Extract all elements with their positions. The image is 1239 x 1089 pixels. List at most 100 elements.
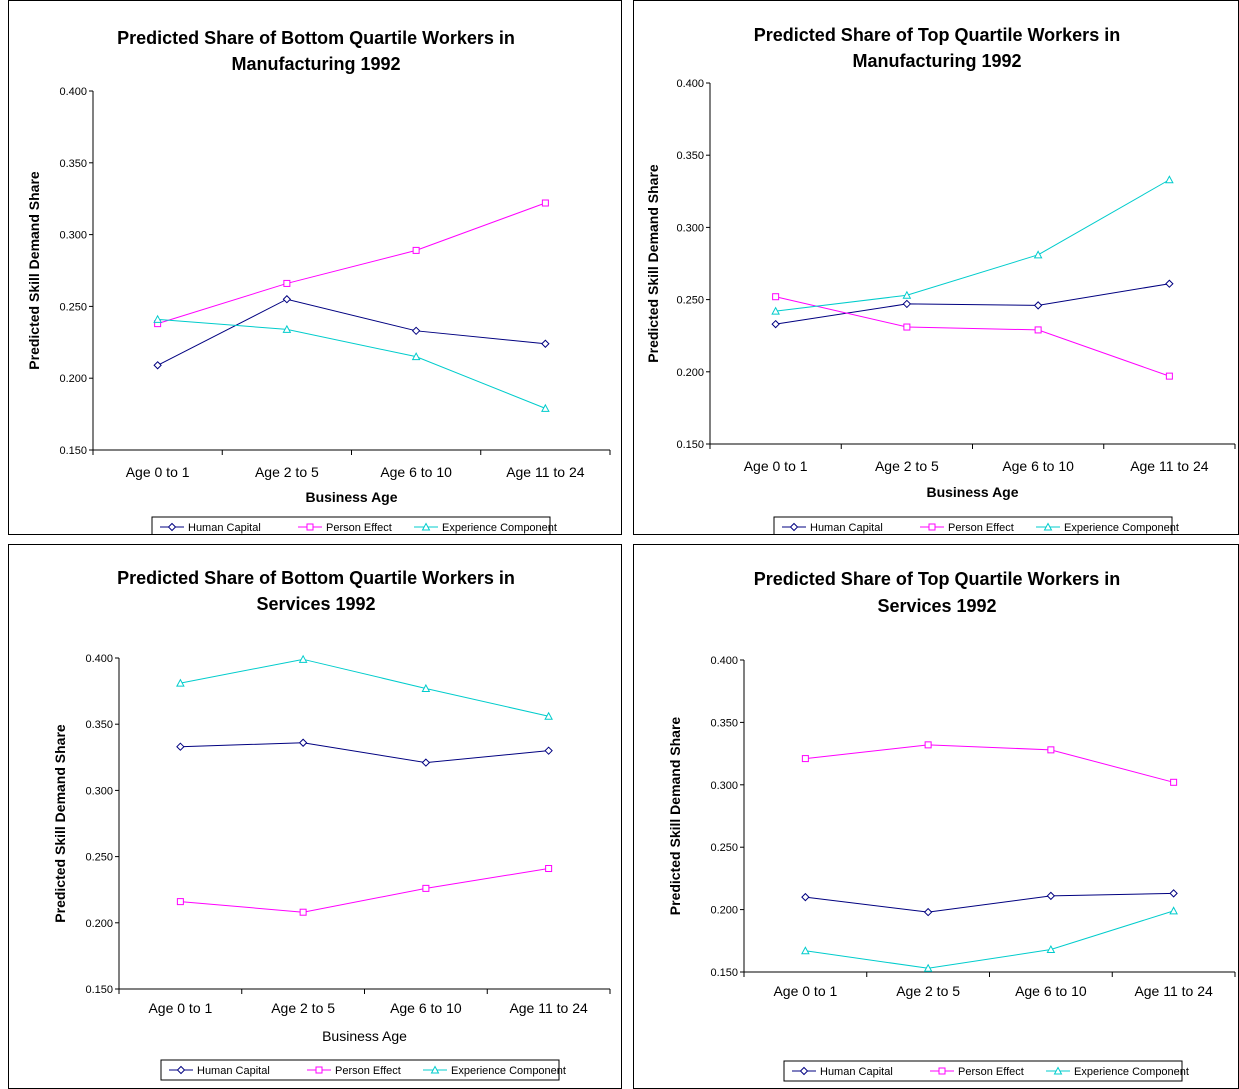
data-point	[282, 324, 292, 333]
y-tick-label: 0.150	[85, 984, 113, 996]
data-point	[923, 907, 933, 917]
data-point	[1169, 889, 1178, 898]
data-point	[545, 865, 553, 873]
y-tick-label: 0.300	[710, 780, 738, 792]
legend-entry: Experience Component	[1074, 1066, 1189, 1078]
x-tick-label: Age 11 to 24	[1130, 458, 1209, 474]
series-line	[180, 868, 549, 913]
x-tick-label: Age 2 to 5	[271, 1000, 335, 1016]
data-point	[1046, 944, 1056, 954]
y-tick-label: 0.250	[676, 295, 704, 307]
y-tick-label: 0.150	[676, 439, 704, 451]
x-tick-label: Age 6 to 10	[380, 464, 452, 480]
legend-marker	[928, 523, 936, 531]
data-point	[299, 908, 307, 916]
series-line	[157, 318, 546, 409]
series-human-capital	[771, 279, 1174, 329]
data-point	[923, 963, 933, 972]
chart-title-line: Predicted Share of Top Quartile Workers …	[754, 25, 1120, 45]
legend-box	[151, 516, 551, 534]
data-point	[541, 403, 550, 412]
series-human-capital	[801, 889, 1178, 917]
series-line	[805, 744, 1174, 783]
series-line	[805, 910, 1174, 969]
legend-entry: Person Effect	[326, 522, 392, 534]
data-point	[544, 711, 553, 720]
data-point	[153, 361, 162, 370]
legend-entry: Person Effect	[958, 1066, 1024, 1078]
data-point	[1033, 301, 1043, 310]
series-line	[775, 179, 1170, 312]
data-point	[541, 339, 550, 348]
series-human-capital	[153, 295, 550, 370]
x-axis-label: Business Age	[322, 1028, 407, 1044]
data-point	[903, 323, 911, 331]
y-tick-label: 0.350	[710, 717, 738, 729]
series-human-capital	[176, 738, 553, 767]
y-tick-label: 0.150	[59, 445, 87, 457]
y-tick-label: 0.250	[85, 852, 113, 864]
legend-entry: Human Capital	[197, 1065, 270, 1077]
legend: Human Capital Person Effect Experience Com…	[151, 516, 557, 534]
data-point	[176, 742, 185, 751]
data-point	[902, 299, 912, 309]
series-experience-component	[801, 906, 1178, 972]
x-tick-label: Age 0 to 1	[126, 464, 190, 480]
data-point	[541, 199, 549, 207]
data-point	[176, 678, 185, 687]
data-point	[1034, 326, 1042, 334]
y-axis-label: Predicted Skill Demand Share	[645, 164, 661, 363]
legend-marker	[421, 522, 431, 531]
legend-box	[160, 1059, 560, 1081]
data-point	[283, 279, 291, 287]
x-tick-label: Age 2 to 5	[896, 983, 960, 999]
x-tick-label: Age 6 to 10	[1002, 458, 1074, 474]
y-tick-label: 0.350	[59, 158, 87, 170]
data-point	[421, 683, 431, 692]
chart-title-line: Predicted Share of Bottom Quartile Worke…	[117, 28, 515, 48]
chart-svg: Predicted Share of Bottom Quartile Worke…	[52, 568, 611, 1081]
legend-entry: Experience Component	[451, 1065, 566, 1077]
y-axis-label: Predicted Skill Demand Share	[52, 724, 68, 923]
legend-marker	[176, 1065, 186, 1075]
x-tick-label: Age 0 to 1	[744, 458, 808, 474]
y-tick-label: 0.200	[85, 918, 113, 930]
series-experience-component	[771, 175, 1174, 315]
data-point	[1046, 891, 1056, 901]
y-tick-label: 0.400	[59, 86, 87, 98]
x-axis-label: Business Age	[305, 489, 397, 505]
series-line	[180, 658, 549, 717]
y-tick-label: 0.300	[85, 785, 113, 797]
chart-title-line: Manufacturing 1992	[852, 51, 1021, 71]
legend-marker	[430, 1065, 440, 1074]
data-point	[1165, 372, 1173, 380]
y-tick-label: 0.300	[676, 222, 704, 234]
data-point	[1169, 906, 1178, 915]
y-tick-label: 0.200	[59, 373, 87, 385]
series-line	[180, 742, 549, 764]
data-point	[924, 741, 932, 749]
chart-svg: Predicted Share of Bottom Quartile Worke…	[26, 28, 611, 534]
series-person-effect	[176, 865, 553, 916]
series-line	[805, 892, 1174, 913]
legend: Human Capital Person Effect Experience Com…	[783, 1060, 1189, 1082]
y-tick-label: 0.200	[676, 367, 704, 379]
series-line	[775, 283, 1170, 325]
series-line	[775, 296, 1170, 377]
chart-title-line: Manufacturing 1992	[231, 54, 400, 74]
chart-title-line: Services 1992	[877, 596, 996, 616]
legend-marker	[789, 522, 799, 532]
data-point	[771, 306, 780, 315]
y-tick-label: 0.150	[710, 967, 738, 979]
legend: Human Capital Person Effect Experience Com…	[160, 1059, 566, 1081]
legend-marker	[1053, 1066, 1063, 1075]
series-experience-component	[176, 654, 553, 720]
y-axis-label: Predicted Skill Demand Share	[26, 171, 42, 370]
y-tick-label: 0.350	[676, 150, 704, 162]
data-point	[411, 352, 421, 361]
data-point	[772, 293, 780, 301]
legend-entry: Human Capital	[820, 1066, 893, 1078]
data-point	[282, 295, 292, 304]
legend-marker	[315, 1066, 323, 1074]
chart-panel-top-quartile-services: Predicted Share of Top Quartile Workers …	[633, 544, 1239, 1089]
